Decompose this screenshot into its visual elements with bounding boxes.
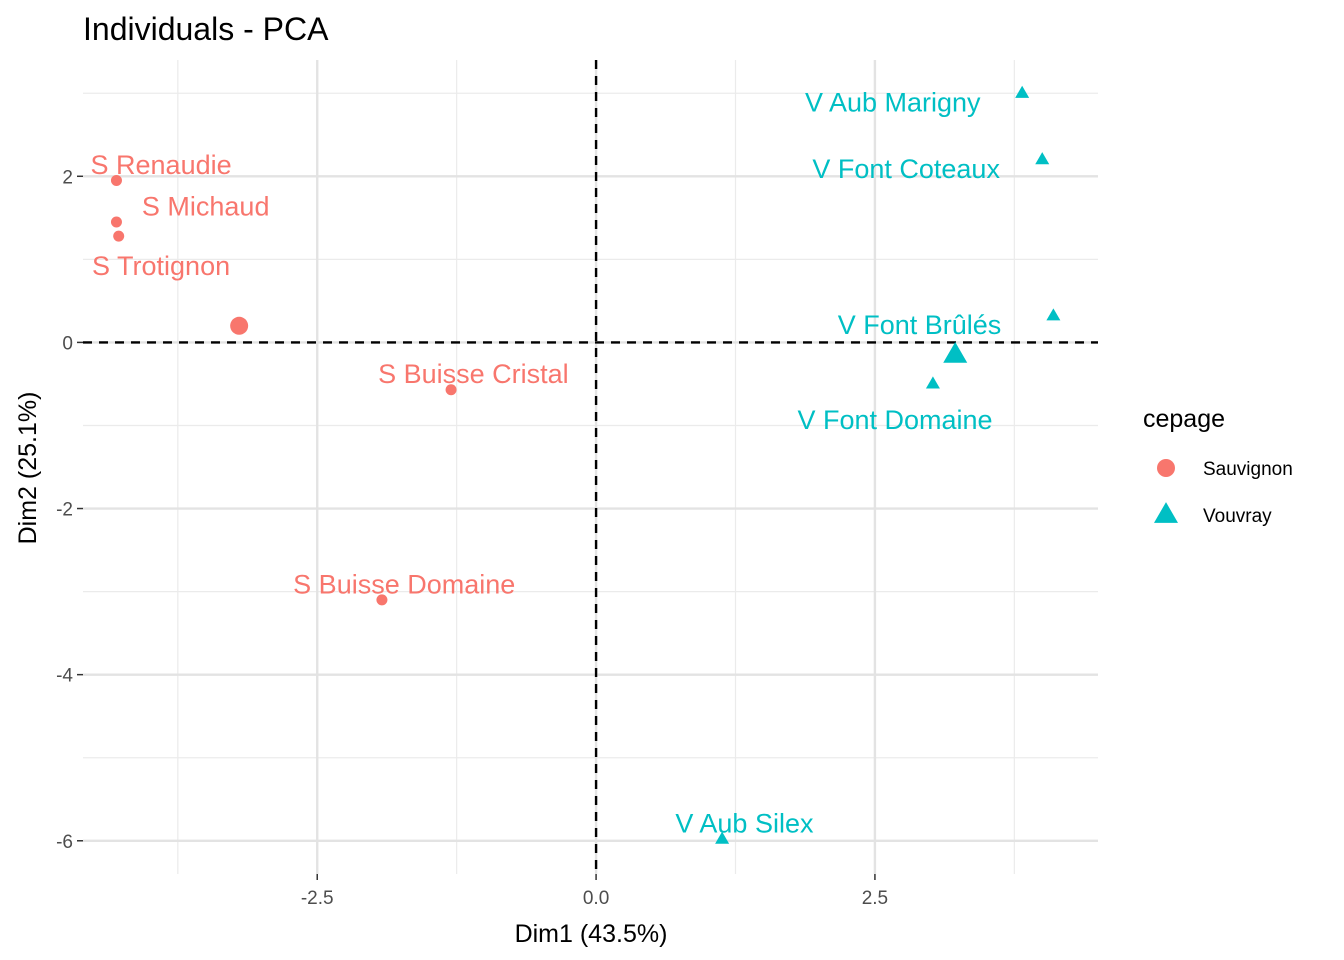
vouvray-legend-key: [1154, 502, 1178, 523]
vouvray-point-label: V Aub Marigny: [805, 88, 981, 118]
vouvray-point-label: V Font Coteaux: [812, 154, 1000, 184]
x-tick-label: -2.5: [301, 888, 334, 909]
x-axis-title: Dim1 (43.5%): [515, 920, 668, 948]
vouvray-point-label: V Font Domaine: [797, 405, 992, 435]
sauvignon-centroid: [230, 316, 249, 335]
vouvray-point: [925, 376, 940, 389]
vouvray-point-label: V Font Brûlés: [838, 310, 1002, 340]
sauvignon-legend-label: Sauvignon: [1203, 459, 1293, 480]
vouvray-centroid: [943, 341, 968, 363]
sauvignon-point: [113, 230, 125, 242]
sauvignon-legend-key: [1157, 459, 1175, 477]
sauvignon-point-label: S Renaudie: [91, 150, 232, 180]
vouvray-legend-label: Vouvray: [1203, 506, 1272, 527]
sauvignon-point: [110, 174, 122, 186]
sauvignon-point-label: S Trotignon: [92, 251, 230, 281]
y-tick-label: 2: [62, 167, 73, 188]
vouvray-point: [1046, 308, 1061, 321]
y-tick-label: 0: [62, 333, 73, 354]
x-axis-ticks: -2.5 0.0 2.5: [301, 874, 888, 909]
y-tick-label: -2: [56, 500, 73, 521]
x-tick-label: 0.0: [583, 888, 609, 909]
chart-title: Individuals - PCA: [83, 11, 329, 47]
sauvignon-point-label: S Buisse Cristal: [378, 359, 569, 389]
y-axis-title: Dim2 (25.1%): [14, 392, 42, 545]
reference-lines: [83, 60, 1098, 874]
vouvray-point: [1035, 152, 1050, 165]
legend-title: cepage: [1143, 405, 1225, 433]
sauvignon-point-label: S Michaud: [142, 191, 270, 221]
minor-gridlines: [83, 60, 1098, 874]
legend: cepage Sauvignon Vouvray: [1143, 405, 1293, 533]
sauvignon-point: [376, 594, 388, 606]
legend-entries: Sauvignon Vouvray: [1145, 450, 1293, 533]
vouvray-point: [1015, 85, 1030, 98]
sauvignon-point: [110, 216, 122, 228]
data-points: [110, 85, 1061, 844]
vouvray-point-label: V Aub Silex: [675, 809, 814, 839]
sauvignon-point-label: S Buisse Domaine: [293, 569, 515, 599]
vouvray-point: [715, 831, 730, 844]
x-tick-label: 2.5: [862, 888, 888, 909]
sauvignon-point: [445, 384, 457, 396]
point-labels: S Renaudie S Michaud S Trotignon S Buisse C…: [91, 88, 1002, 839]
y-tick-label: -4: [56, 666, 73, 687]
y-tick-label: -6: [56, 832, 73, 853]
y-axis-ticks: 2 0 -2 -4 -6: [56, 167, 83, 853]
